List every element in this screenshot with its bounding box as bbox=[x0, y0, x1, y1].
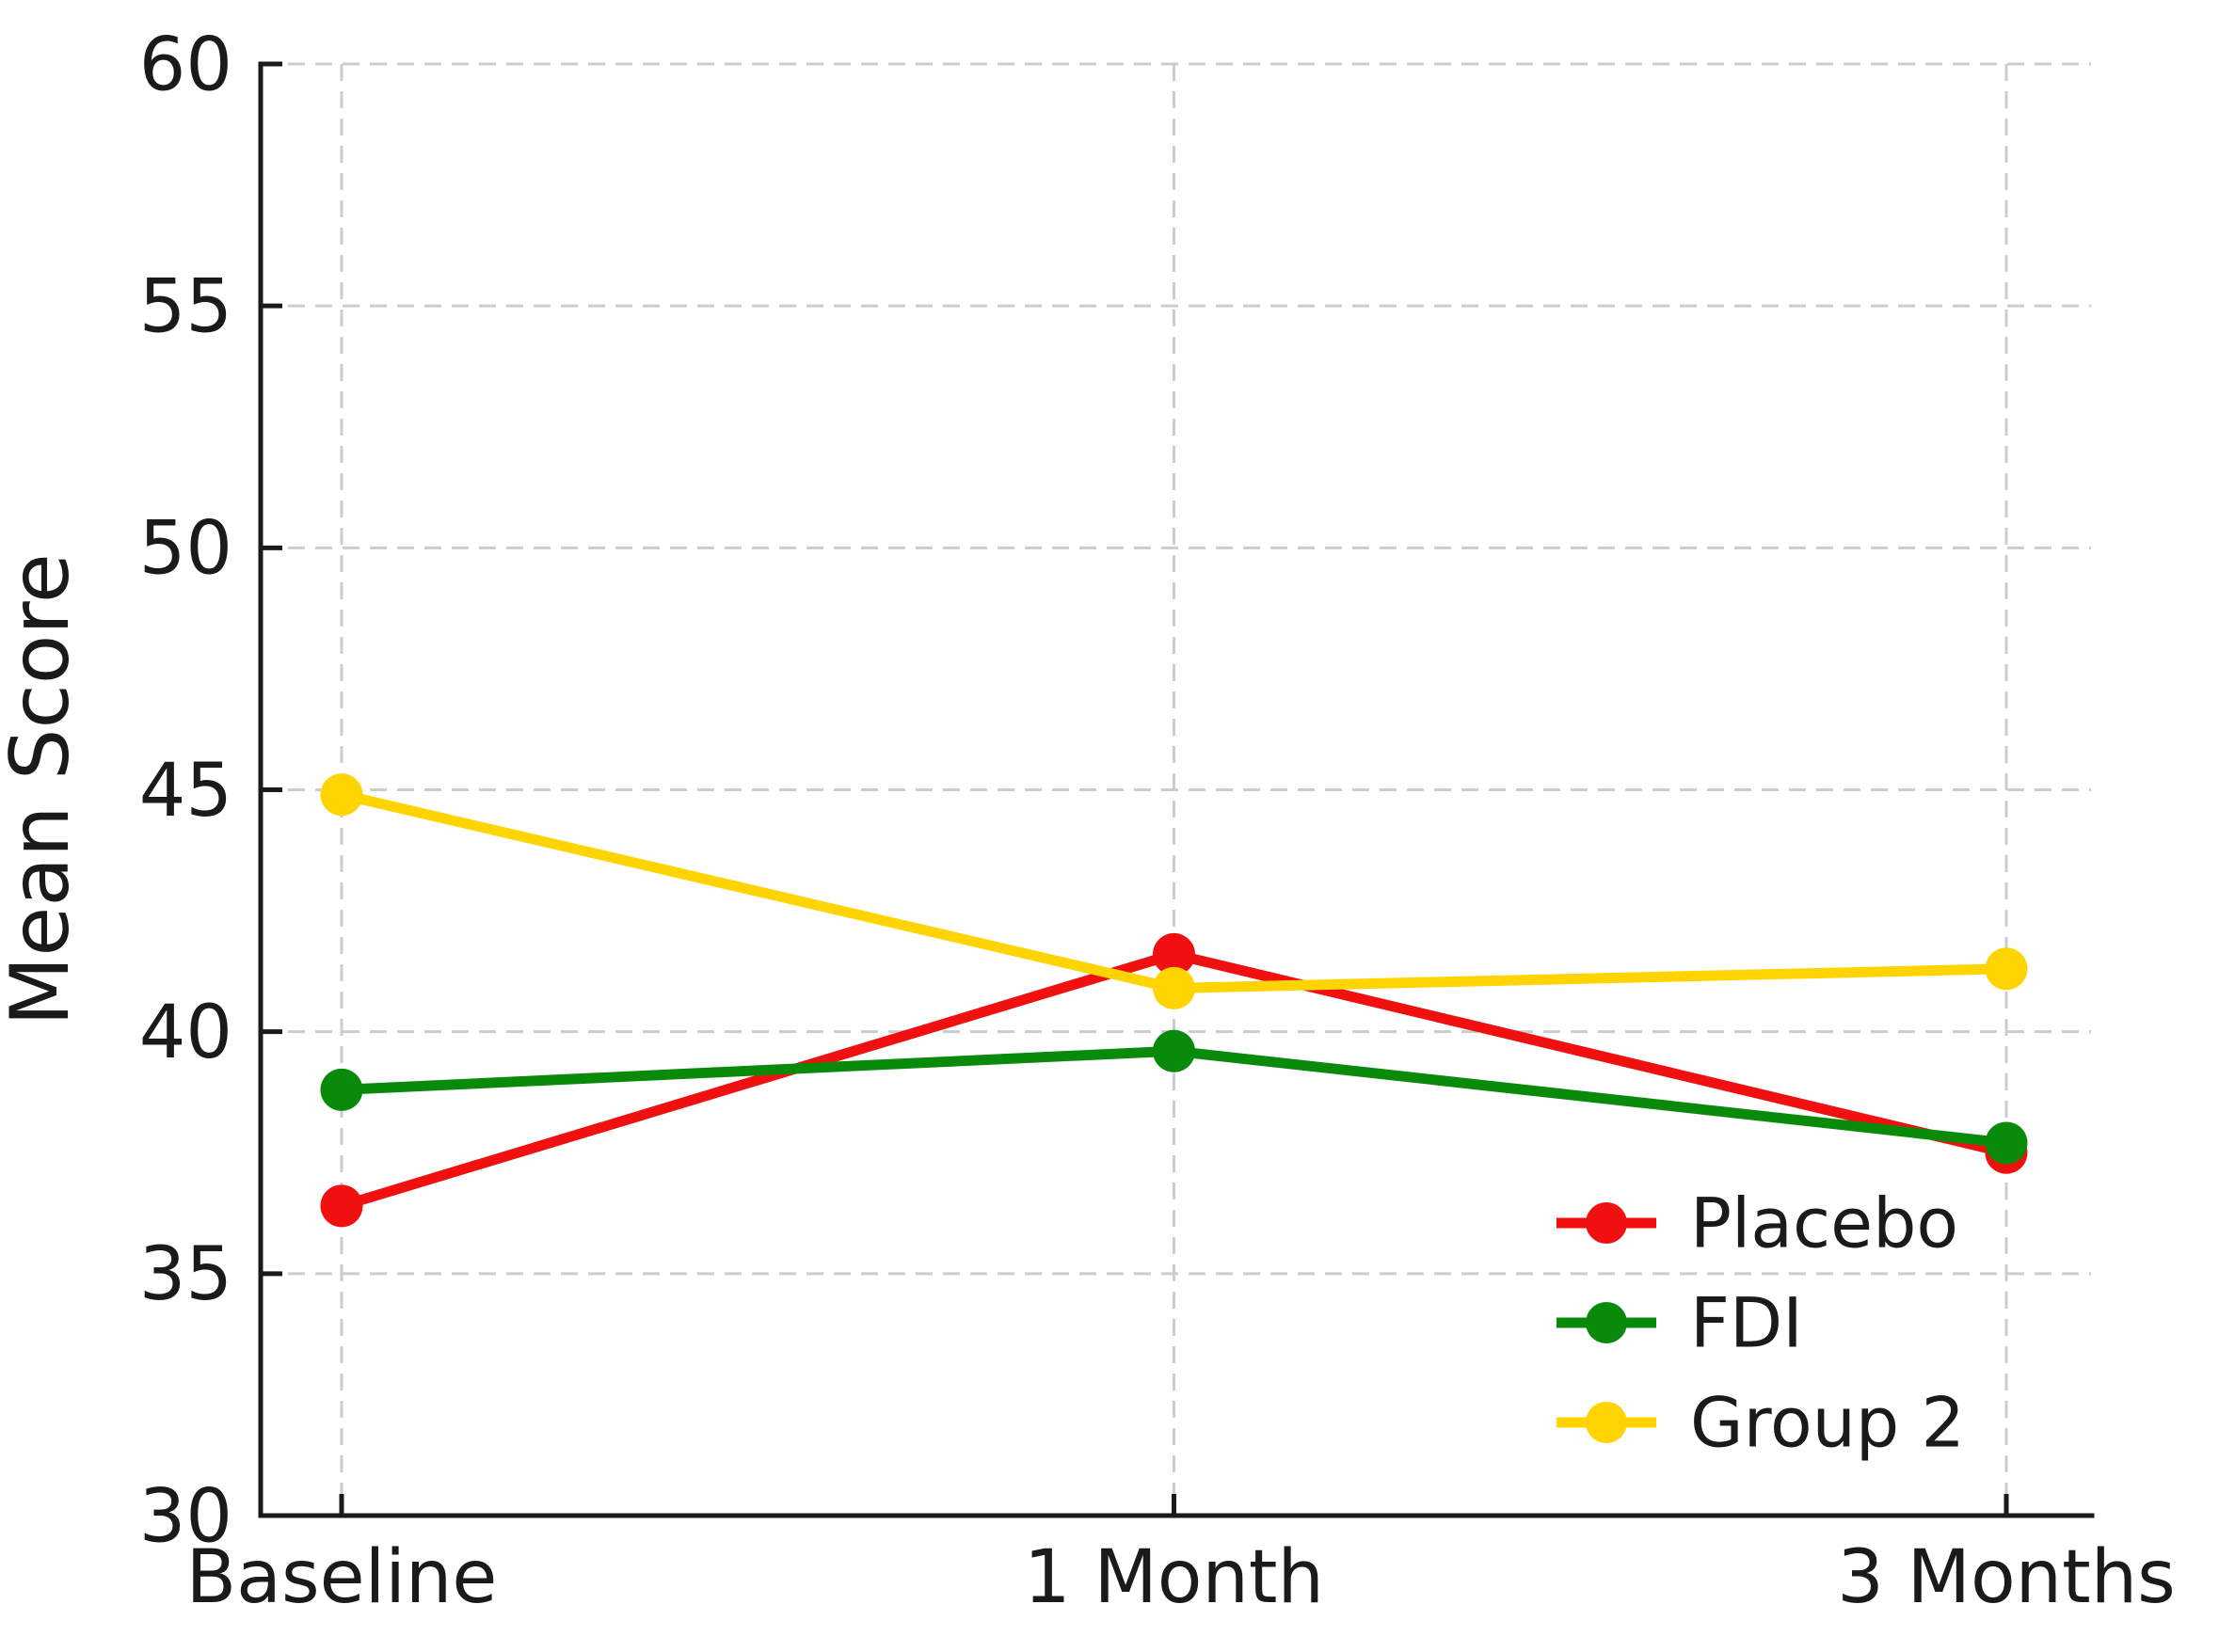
y-tick-label: 45 bbox=[139, 749, 232, 834]
legend-label: FDI bbox=[1690, 1284, 1803, 1364]
y-tick-label: 60 bbox=[139, 23, 232, 107]
data-point-group-2 bbox=[1985, 947, 2028, 991]
legend-marker bbox=[1586, 1202, 1627, 1244]
data-point-group-2 bbox=[320, 773, 363, 817]
x-tick-label: 1 Month bbox=[1024, 1535, 1324, 1620]
y-tick-label: 55 bbox=[139, 264, 232, 349]
data-point-fdi bbox=[1985, 1121, 2028, 1165]
y-tick-label: 40 bbox=[139, 991, 232, 1075]
y-axis-label: Mean Score bbox=[0, 553, 88, 1026]
y-tick-label: 50 bbox=[139, 507, 232, 592]
data-point-fdi bbox=[1153, 1029, 1195, 1072]
x-tick-label: Baseline bbox=[186, 1535, 498, 1620]
legend-marker bbox=[1586, 1402, 1627, 1443]
data-point-fdi bbox=[320, 1068, 363, 1111]
data-point-placebo bbox=[320, 1184, 363, 1228]
legend-label: Group 2 bbox=[1690, 1384, 1965, 1464]
y-tick-label: 35 bbox=[139, 1232, 232, 1317]
data-point-placebo bbox=[1153, 932, 1195, 976]
y-tick-label: 30 bbox=[139, 1474, 232, 1559]
legend-marker bbox=[1586, 1302, 1627, 1343]
x-tick-label: 3 Months bbox=[1837, 1535, 2176, 1620]
legend-label: Placebo bbox=[1690, 1184, 1958, 1264]
data-point-group-2 bbox=[1153, 966, 1195, 1009]
